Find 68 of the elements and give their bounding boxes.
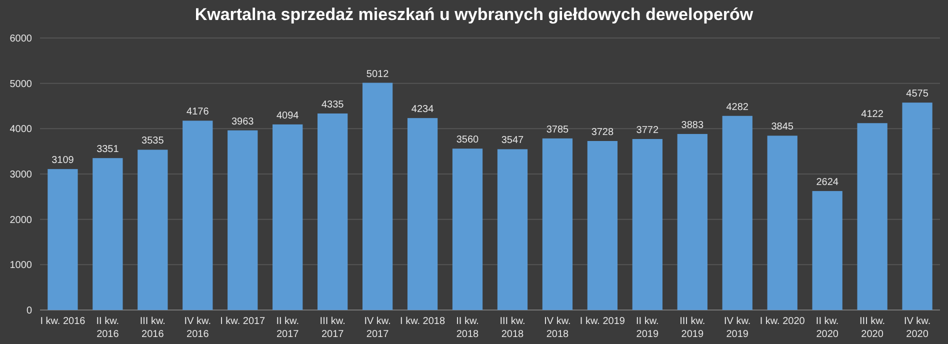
bar [362,82,393,310]
bar [138,150,168,310]
chart-title: Kwartalna sprzedaż mieszkań u wybranych giełdowych deweloperów [194,5,754,24]
x-tick-label: I kw. 2019 [580,316,626,327]
x-tick-label: I kw. 2016 [40,316,86,327]
bar [497,149,528,310]
y-tick-label: 6000 [10,34,32,44]
bar [92,158,123,310]
bar [48,169,78,310]
x-tick-label: IV kw. 2016 [184,316,211,340]
x-tick-label: II kw. 2018 [456,316,480,340]
x-tick-label: IV kw. 2019 [724,316,751,340]
y-tick-label: 0 [26,306,32,316]
data-label: 3785 [546,124,570,136]
data-label: 4335 [321,99,344,110]
data-label: 3963 [232,116,254,128]
data-label: 3728 [591,126,614,138]
data-label: 3351 [96,144,120,156]
data-label: 3535 [142,136,164,147]
bar [407,118,438,310]
data-label: 4234 [411,104,434,116]
y-tick-label: 2000 [10,214,32,226]
y-tick-label: 5000 [10,78,32,90]
bar [587,140,618,310]
bar [722,116,752,310]
x-tick-label: IV kw. 2017 [364,316,391,340]
bar [767,136,798,310]
bar [632,139,662,310]
data-label: 3109 [52,155,74,166]
bar [272,124,303,310]
bar [228,130,258,310]
y-tick-label: 4000 [10,124,32,136]
x-tick-label: I kw. 2020 [760,316,806,327]
x-tick-label: II kw. 2020 [816,316,839,340]
bar [182,120,213,310]
x-tick-label: III kw. 2017 [320,316,346,340]
x-tick-label: II kw. 2017 [276,316,300,340]
x-tick-label: II kw. 2016 [96,316,120,340]
x-tick-label: I kw. 2017 [220,316,266,327]
bar [542,138,573,310]
data-label: 3560 [456,134,480,146]
data-label: 3547 [501,135,524,146]
x-tick-label: IV kw. 2018 [544,316,571,340]
data-label: 4094 [276,110,300,122]
y-tick-label: 1000 [10,260,32,272]
bar [677,134,708,310]
data-label: 5012 [366,68,390,80]
data-label: 4176 [186,106,210,118]
data-label: 3772 [636,125,659,136]
x-tick-label: III kw. 2018 [500,316,526,340]
data-label: 4122 [861,109,884,120]
x-tick-label: III kw. 2020 [860,316,886,340]
data-label: 4282 [726,102,749,113]
x-tick-label: II kw. 2019 [636,316,659,340]
data-label: 2624 [816,177,839,188]
data-label: 4575 [906,88,929,100]
y-tick-label: 3000 [10,170,32,180]
bar [812,191,842,310]
bar [452,148,483,310]
data-label: 3883 [681,120,704,131]
data-label: 3845 [771,122,794,133]
bar [318,113,348,310]
bar [902,102,932,310]
x-tick-label: III kw. 2016 [140,316,166,340]
bar [857,123,888,310]
x-tick-label: I kw. 2018 [400,316,446,327]
x-tick-label: III kw. 2019 [680,316,706,340]
x-tick-label: IV kw. 2020 [904,316,931,340]
